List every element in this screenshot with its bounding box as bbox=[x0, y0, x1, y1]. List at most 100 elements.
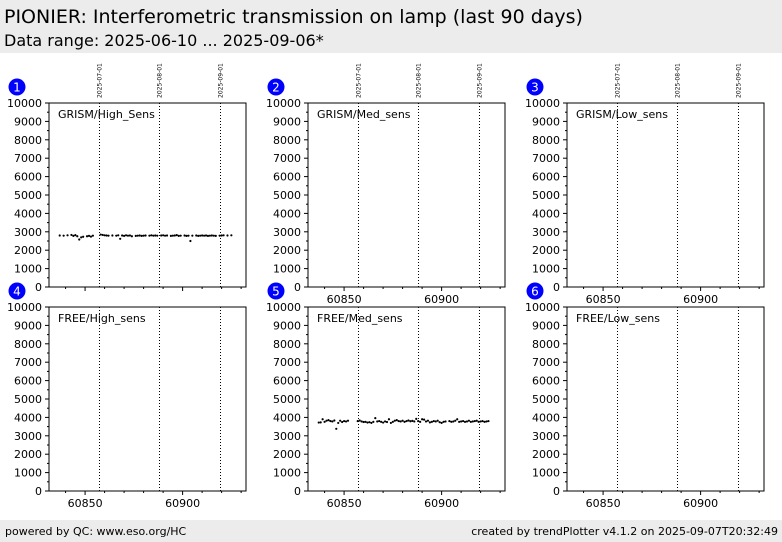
x-tick-label: 60850 bbox=[68, 497, 103, 510]
data-point bbox=[465, 420, 469, 423]
y-tick-label: 9000 bbox=[14, 115, 42, 128]
x-tick-label: 60850 bbox=[327, 293, 362, 306]
data-point bbox=[105, 234, 108, 237]
data-point bbox=[212, 234, 215, 237]
data-point bbox=[485, 420, 488, 423]
data-point bbox=[325, 419, 328, 422]
data-point bbox=[317, 421, 320, 424]
data-point bbox=[74, 234, 77, 237]
date-marker-label: 2025-09-01 bbox=[218, 63, 225, 98]
data-point bbox=[89, 235, 93, 238]
data-point bbox=[337, 421, 340, 425]
x-tick-label: 60900 bbox=[683, 497, 718, 510]
date-marker-label: 2025-08-01 bbox=[675, 63, 682, 98]
y-tick-label: 7000 bbox=[532, 356, 560, 369]
data-point bbox=[162, 234, 165, 237]
footer-created: created by trendPlotter v4.1.2 on 2025-0… bbox=[471, 525, 778, 538]
data-point bbox=[372, 420, 375, 423]
x-tick-label: 60900 bbox=[683, 293, 718, 306]
data-point bbox=[136, 234, 139, 237]
data-point bbox=[411, 419, 414, 422]
y-tick-label: 3000 bbox=[532, 430, 560, 443]
data-point bbox=[481, 419, 484, 423]
data-point bbox=[421, 418, 424, 421]
data-point bbox=[185, 234, 188, 237]
data-point bbox=[383, 420, 387, 423]
data-point bbox=[121, 234, 124, 237]
y-tick-label: 7000 bbox=[532, 152, 560, 165]
data-point bbox=[391, 420, 394, 423]
data-point bbox=[477, 420, 480, 423]
plot-frame bbox=[566, 102, 765, 288]
data-point bbox=[70, 233, 73, 237]
y-tick-label: 8000 bbox=[532, 134, 560, 147]
date-marker-label: 2025-09-01 bbox=[477, 63, 484, 98]
page-title: PIONIER: Interferometric transmission on… bbox=[4, 6, 583, 28]
data-point bbox=[448, 419, 451, 423]
panel-number: 3 bbox=[531, 81, 539, 95]
data-point bbox=[458, 420, 461, 423]
y-tick-label: 10000 bbox=[525, 97, 560, 110]
data-point bbox=[80, 236, 83, 239]
y-tick-label: 7000 bbox=[14, 356, 42, 369]
data-point bbox=[206, 234, 210, 237]
data-point bbox=[407, 419, 410, 422]
data-point bbox=[218, 234, 221, 237]
data-point bbox=[473, 419, 476, 423]
footer-credit: powered by QC: www.eso.org/HC bbox=[5, 525, 187, 538]
x-tick-label: 60850 bbox=[586, 497, 621, 510]
data-point bbox=[469, 420, 472, 423]
data-point bbox=[467, 419, 471, 422]
y-tick-label: 10000 bbox=[266, 97, 301, 110]
data-point bbox=[438, 421, 441, 424]
data-point bbox=[321, 418, 324, 421]
chart-panel-5: 0 1000 2000 3000 4000 5000 6000 7000 8000 9000 100… bbox=[266, 282, 506, 510]
y-tick-label: 1000 bbox=[14, 467, 42, 480]
data-point bbox=[208, 234, 212, 237]
data-point bbox=[413, 420, 416, 423]
data-point bbox=[342, 419, 346, 423]
data-point bbox=[442, 420, 445, 423]
y-tick-label: 0 bbox=[294, 485, 301, 498]
data-point bbox=[99, 233, 102, 236]
data-point bbox=[331, 420, 334, 423]
data-point bbox=[327, 419, 330, 422]
y-tick-label: 0 bbox=[553, 485, 560, 498]
data-point bbox=[405, 419, 408, 423]
data-point bbox=[360, 420, 363, 423]
data-point bbox=[436, 419, 439, 422]
data-point bbox=[487, 419, 490, 423]
y-tick-label: 8000 bbox=[273, 134, 301, 147]
data-point bbox=[430, 420, 433, 423]
y-tick-label: 9000 bbox=[532, 319, 560, 332]
data-point bbox=[152, 234, 155, 237]
y-tick-label: 10000 bbox=[7, 301, 42, 314]
data-point bbox=[111, 234, 114, 237]
panel-number: 6 bbox=[531, 285, 539, 299]
panel-number: 5 bbox=[272, 285, 280, 299]
data-point bbox=[214, 234, 217, 237]
data-point bbox=[399, 420, 402, 423]
y-tick-label: 4000 bbox=[273, 207, 301, 220]
panel-label: GRISM/Med_sens bbox=[317, 108, 411, 121]
panel-label: FREE/Low_sens bbox=[576, 312, 660, 325]
data-point bbox=[175, 234, 178, 237]
data-point bbox=[471, 420, 474, 423]
data-point bbox=[126, 234, 130, 237]
data-point bbox=[432, 419, 435, 423]
data-point bbox=[387, 418, 391, 421]
y-tick-label: 4000 bbox=[273, 411, 301, 424]
data-point bbox=[204, 234, 208, 237]
y-tick-label: 5000 bbox=[273, 393, 301, 406]
data-point bbox=[319, 421, 322, 424]
y-tick-label: 7000 bbox=[273, 152, 301, 165]
data-point bbox=[191, 234, 194, 237]
y-tick-label: 8000 bbox=[532, 338, 560, 351]
data-point bbox=[189, 239, 192, 243]
data-point bbox=[395, 419, 398, 422]
data-point bbox=[403, 420, 406, 423]
y-tick-label: 1000 bbox=[532, 467, 560, 480]
y-tick-label: 4000 bbox=[14, 207, 42, 220]
plot-frame bbox=[566, 306, 765, 492]
